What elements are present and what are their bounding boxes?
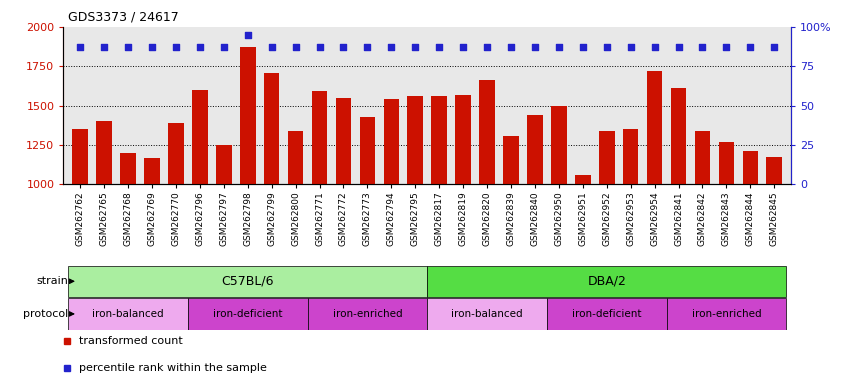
- Text: iron-deficient: iron-deficient: [572, 309, 641, 319]
- Point: [265, 44, 278, 50]
- Bar: [168, 123, 184, 184]
- Bar: [264, 73, 279, 184]
- Point: [672, 44, 685, 50]
- Text: C57BL/6: C57BL/6: [222, 275, 274, 288]
- Point: [624, 44, 637, 50]
- Text: strain: strain: [36, 276, 69, 286]
- Bar: [73, 129, 88, 184]
- Bar: [144, 157, 160, 184]
- Bar: [718, 142, 734, 184]
- Point: [288, 44, 302, 50]
- Bar: [408, 96, 423, 184]
- Point: [97, 44, 111, 50]
- Text: GDS3373 / 24617: GDS3373 / 24617: [68, 10, 179, 23]
- Point: [241, 31, 255, 38]
- Point: [767, 44, 781, 50]
- Text: iron-enriched: iron-enriched: [691, 309, 761, 319]
- Bar: [623, 129, 639, 184]
- Bar: [647, 71, 662, 184]
- Point: [74, 44, 87, 50]
- Bar: [599, 131, 614, 184]
- Point: [217, 44, 231, 50]
- Text: protocol: protocol: [23, 309, 69, 319]
- Bar: [671, 88, 686, 184]
- Point: [744, 44, 757, 50]
- Point: [360, 44, 374, 50]
- Text: percentile rank within the sample: percentile rank within the sample: [80, 362, 267, 373]
- Text: iron-deficient: iron-deficient: [213, 309, 283, 319]
- Bar: [288, 131, 304, 184]
- Bar: [216, 145, 232, 184]
- Point: [456, 44, 470, 50]
- Point: [169, 44, 183, 50]
- Bar: [527, 115, 542, 184]
- Bar: [69, 298, 188, 329]
- Bar: [308, 298, 427, 329]
- Text: iron-balanced: iron-balanced: [451, 309, 523, 319]
- Bar: [312, 91, 327, 184]
- Bar: [766, 157, 782, 184]
- Text: iron-balanced: iron-balanced: [92, 309, 164, 319]
- Bar: [480, 80, 495, 184]
- Bar: [547, 298, 667, 329]
- Bar: [575, 175, 591, 184]
- Bar: [695, 131, 711, 184]
- Bar: [188, 298, 308, 329]
- Point: [720, 44, 733, 50]
- Point: [146, 44, 159, 50]
- Text: DBA/2: DBA/2: [587, 275, 626, 288]
- Point: [552, 44, 566, 50]
- Point: [193, 44, 206, 50]
- Bar: [336, 98, 351, 184]
- Point: [648, 44, 662, 50]
- Point: [121, 44, 135, 50]
- Point: [481, 44, 494, 50]
- Bar: [360, 117, 375, 184]
- Text: transformed count: transformed count: [80, 336, 184, 346]
- Point: [385, 44, 398, 50]
- Bar: [192, 90, 207, 184]
- Bar: [551, 106, 567, 184]
- Bar: [120, 153, 136, 184]
- Bar: [69, 266, 427, 297]
- Point: [409, 44, 422, 50]
- Point: [695, 44, 709, 50]
- Bar: [240, 47, 255, 184]
- Point: [337, 44, 350, 50]
- Point: [528, 44, 541, 50]
- Bar: [383, 99, 399, 184]
- Text: iron-enriched: iron-enriched: [332, 309, 402, 319]
- Bar: [743, 151, 758, 184]
- Bar: [431, 96, 447, 184]
- Point: [432, 44, 446, 50]
- Bar: [427, 266, 786, 297]
- Point: [313, 44, 327, 50]
- Bar: [96, 121, 112, 184]
- Bar: [503, 136, 519, 184]
- Point: [504, 44, 518, 50]
- Bar: [427, 298, 547, 329]
- Point: [600, 44, 613, 50]
- Bar: [667, 298, 786, 329]
- Point: [576, 44, 590, 50]
- Bar: [455, 94, 471, 184]
